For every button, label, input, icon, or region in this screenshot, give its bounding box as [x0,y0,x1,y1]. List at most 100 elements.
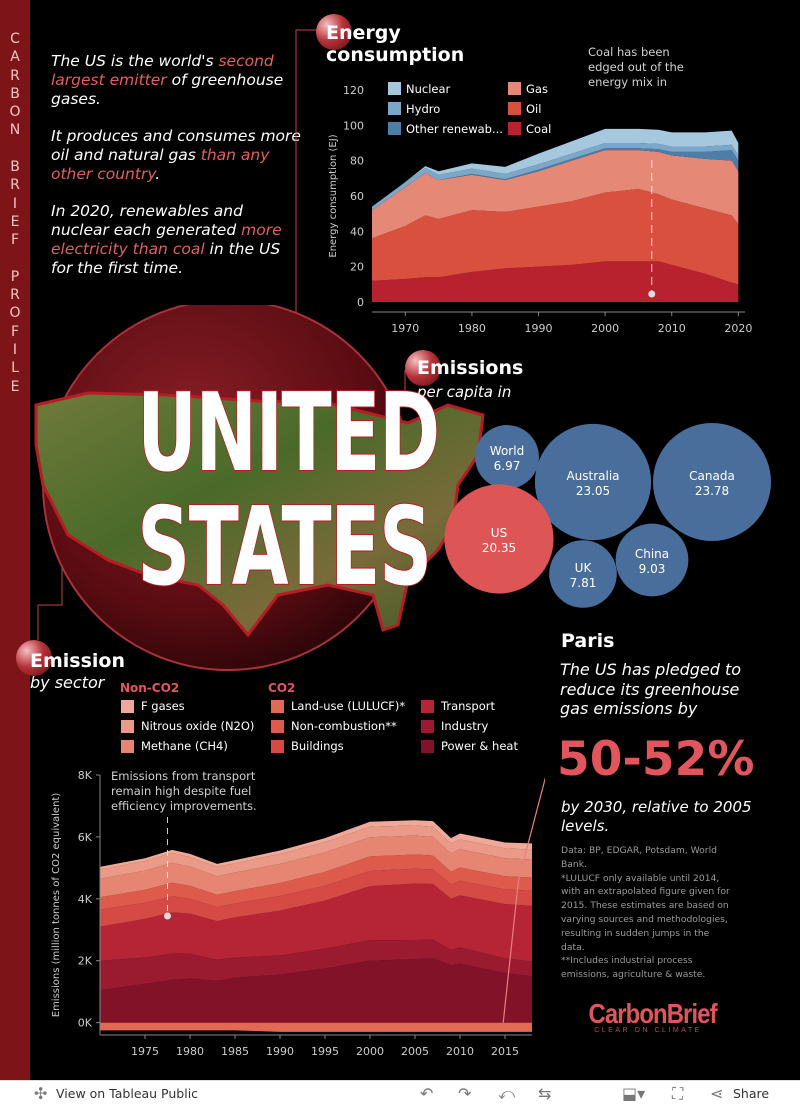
sector-area-methane-ch- [100,835,532,898]
energy-legend-label: Other renewab... [406,122,503,136]
intro-paragraph-3: In 2020, renewables and nuclear each gen… [51,202,301,278]
sector-y-tick: 0K [78,1017,93,1030]
bubble-uk [549,540,617,608]
sector-legend-swatch [121,740,134,753]
intro-highlight: second largest emitter [51,52,274,89]
intro-highlight: than any other country [51,146,270,183]
bubble-value: 20.35 [482,541,516,555]
sector-legend-swatch [271,740,284,753]
us-silhouette [34,391,485,638]
view-on-tableau-link[interactable]: View on Tableau Public [56,1086,199,1101]
pause-icon[interactable]: ⇆ [538,1084,552,1103]
energy-title-line-1: Energy [326,22,401,44]
energy-x-tick: 1990 [525,322,553,335]
legend-group-co2: CO2 [268,681,296,695]
revert-icon[interactable]: ⤺ [498,1084,516,1103]
sector-chart: 0K 2K 4K 6K 8K 1975 1980 1985 1990 1995 2000 2005 20… [51,769,545,1058]
sector-x-tick: 1995 [311,1045,339,1058]
undo-icon[interactable]: ↶ [420,1084,434,1103]
logo-name: CarbonBrief [588,998,718,1029]
energy-legend-label: Nuclear [406,82,451,96]
sector-legend-label: F gases [141,699,185,713]
energy-legend-label: Coal [526,122,551,136]
bubble-value: 7.81 [570,576,597,590]
bubble-value: 9.03 [639,562,666,576]
paris-link-line [502,776,545,1023]
intro-paragraph-1: The US is the world's second largest emi… [51,52,301,109]
source-notes-text: Data: BP, EDGAR, Potsdam, World Bank. *L… [561,845,730,981]
energy-chart: 0 20 40 60 80 100 120 1970 1980 1990 2000 2010 2020 E… [328,82,752,335]
bubble-label: World [490,444,524,458]
energy-legend-swatch [508,102,521,115]
paris-percentage: 50-52% [557,732,755,787]
tableau-icon: ✣ [34,1084,48,1103]
bubble-label: UK [575,561,593,575]
sector-title: Emission [30,650,125,672]
bubble-china [615,523,689,597]
energy-y-tick: 40 [350,225,364,238]
energy-y-tick: 60 [350,190,364,203]
energy-x-tick: 2010 [658,322,686,335]
fullscreen-icon[interactable]: ⛶ [672,1084,684,1103]
sector-x-tick: 2005 [401,1045,429,1058]
sector-legend-label: Non-combustion** [291,719,397,733]
country-title-line-2: STATES [137,485,433,610]
sector-legend-swatch [421,740,434,753]
carbonbrief-logo[interactable]: CarbonBrief CLEAR ON CLIMATE [578,998,718,1034]
intro-text: . [155,165,161,183]
source-notes: Data: BP, EDGAR, Potsdam, World Bank. *L… [561,844,731,988]
paris-text: The US has pledged to reduce its greenho… [560,660,742,718]
sector-x-tick: 1985 [221,1045,249,1058]
bubble-value: 23.05 [576,484,610,498]
energy-area-hydro [372,143,739,211]
energy-y-tick: 20 [350,261,364,274]
legend-group-nonco2: Non-CO2 [120,681,180,695]
energy-legend-swatch [508,82,521,95]
paris-baseline: by 2030, relative to 2005 levels. [561,798,752,835]
energy-legend-label: Oil [526,102,541,116]
bubble-label: China [635,547,669,561]
logo-tagline: CLEAR ON CLIMATE [594,1027,702,1034]
section-bullet [405,350,441,386]
sector-legend-swatch [271,720,284,733]
sector-y-tick: 4K [78,893,93,906]
sector-y-tick: 6K [78,831,93,844]
redo-icon[interactable]: ↷ [458,1084,472,1103]
energy-y-tick: 0 [357,296,364,309]
sector-x-tick: 1980 [176,1045,204,1058]
sector-x-tick: 2015 [491,1045,519,1058]
energy-y-axis-label: Energy consumption (EJ) [328,134,339,257]
energy-legend-label: Gas [526,82,548,96]
section-bullet [16,640,52,676]
energy-y-tick: 80 [350,155,364,168]
energy-x-tick: 1970 [391,322,419,335]
sector-x-tick: 2000 [356,1045,384,1058]
energy-area-gas [372,150,739,239]
sector-x-tick: 1990 [266,1045,294,1058]
section-bullet [316,14,352,50]
bubble-australia [534,423,652,541]
intro-text: The US is the world's [51,52,219,70]
sector-x-tick: 1975 [131,1045,159,1058]
share-button[interactable]: Share [733,1086,770,1101]
energy-legend-swatch [388,82,401,95]
download-icon[interactable]: ⬓▾ [622,1084,646,1103]
intro-text: In 2020, renewables and nuclear each gen… [51,202,243,239]
sector-area-transport [100,883,532,962]
sector-area-land-use [100,1022,532,1032]
sector-annotation: Emissions from transport remain high des… [111,769,257,813]
sector-y-tick: 2K [78,955,93,968]
energy-area-coal [372,261,739,302]
sidebar: C A R B O N B R I E F P R O F I L E [0,0,30,1080]
share-icon[interactable]: ⋖ [710,1084,724,1103]
energy-legend-label: Hydro [406,102,440,116]
energy-title-line-2: consumption [326,44,465,66]
energy-legend-swatch [388,122,401,135]
sector-annotation-dot [164,912,171,920]
tableau-toolbar: ✣ View on Tableau Public ↶ ↷ ⤺ ⇆ ⬓▾ ⛶ ⋖ … [0,1080,800,1107]
energy-y-tick: 100 [343,119,364,132]
sector-legend-label: Methane (CH4) [141,739,228,753]
energy-annotation: Coal has been edged out of the energy mi… [588,45,684,89]
intro-text: of greenhouse gases. [51,71,284,108]
paris-title: Paris [561,630,615,652]
